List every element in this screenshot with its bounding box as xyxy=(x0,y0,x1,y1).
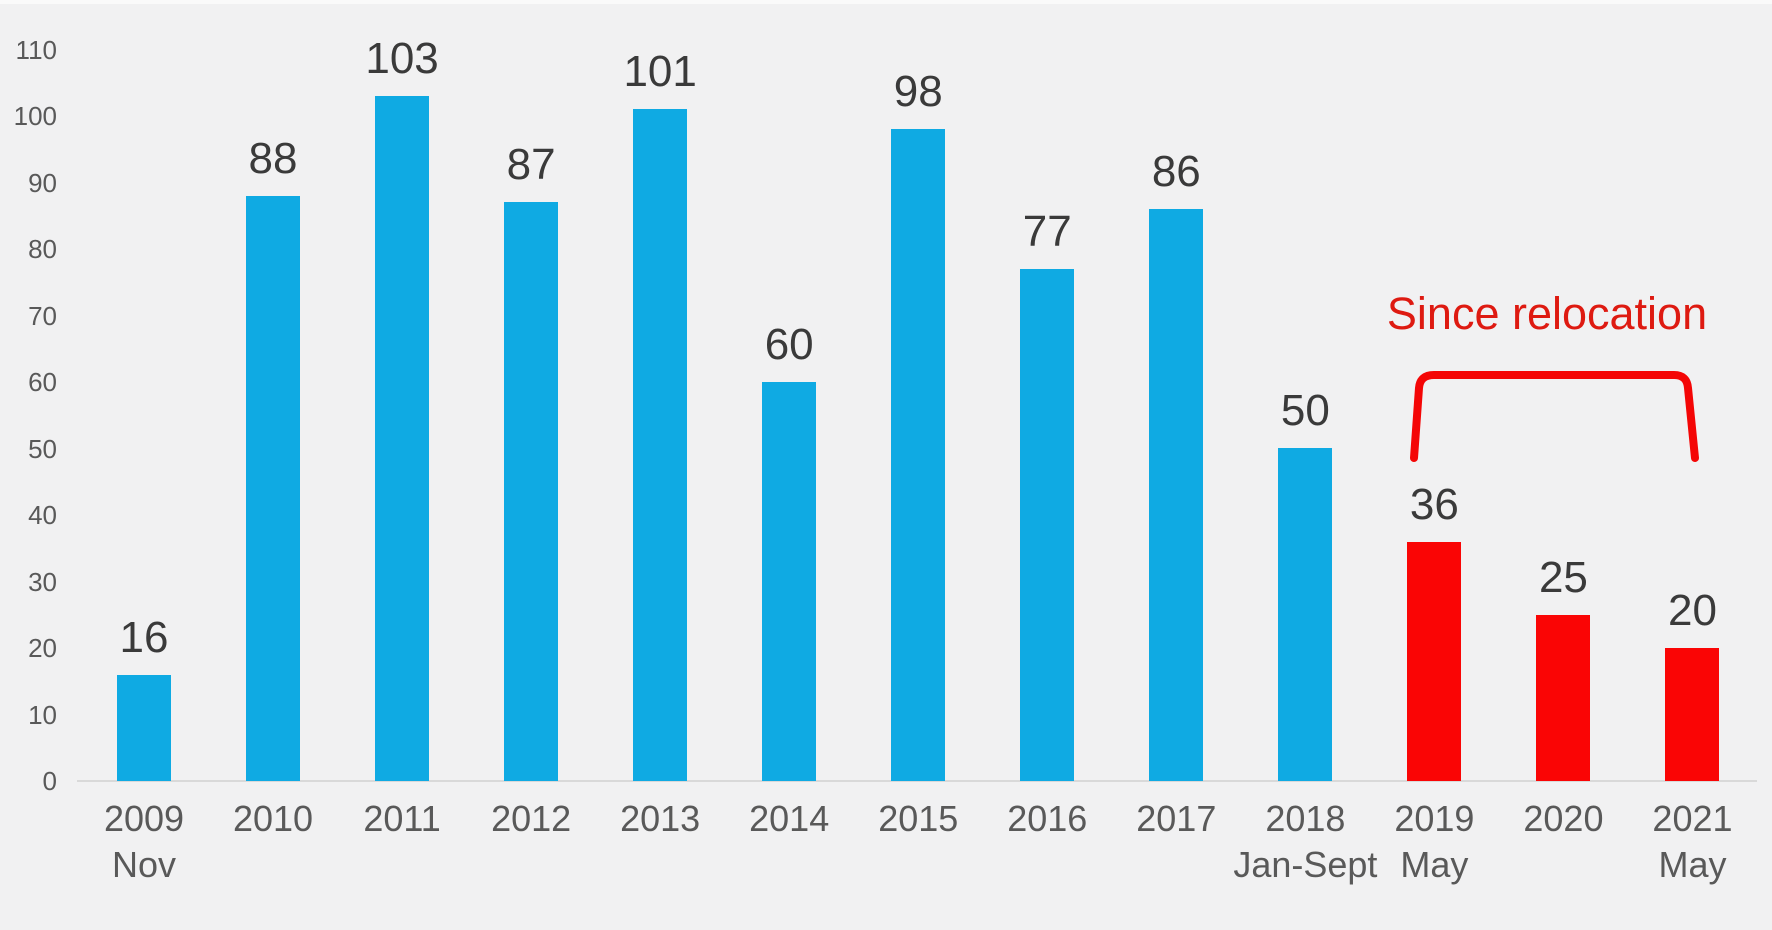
x-axis-label: 2012 xyxy=(491,798,572,839)
y-axis-tick-label: 40 xyxy=(28,500,57,530)
bar-2013 xyxy=(633,109,688,781)
y-axis-tick-label: 20 xyxy=(28,633,57,663)
x-axis-label: 2011 xyxy=(363,798,441,839)
y-axis-tick-label: 90 xyxy=(28,167,57,198)
value-label: 25 xyxy=(1538,553,1588,602)
x-axis-label: 2020 xyxy=(1523,798,1604,839)
y-axis-tick-label: 110 xyxy=(15,34,57,65)
x-axis-label: 2015 xyxy=(878,798,959,839)
bar-2012 xyxy=(504,202,559,781)
y-axis-tick-label: 50 xyxy=(28,433,57,464)
x-axis-label: 2010 xyxy=(232,798,314,839)
x-axis-label: 2009 Nov xyxy=(103,798,185,885)
y-axis-tick-label: 0 xyxy=(42,766,57,796)
bar-2018 xyxy=(1278,448,1333,781)
value-label: 88 xyxy=(248,134,298,183)
bar-2011 xyxy=(375,96,430,781)
bar-2014 xyxy=(762,382,817,781)
bar-2015 xyxy=(891,129,946,781)
x-axis-label: 2014 xyxy=(749,798,830,839)
value-label: 103 xyxy=(365,34,439,83)
y-axis-tick-label: 80 xyxy=(28,234,57,264)
x-axis-label: 2017 xyxy=(1136,798,1217,839)
value-label: 20 xyxy=(1667,586,1717,635)
annotation-bracket-icon xyxy=(1410,371,1699,462)
bar-2019 xyxy=(1407,542,1462,781)
x-axis-label: 2021 May xyxy=(1652,798,1733,885)
annotation-since-relocation: Since relocation xyxy=(1386,288,1708,339)
bar-2009 xyxy=(117,675,171,781)
value-label: 87 xyxy=(506,140,556,189)
bar-2021 xyxy=(1665,648,1720,781)
x-axis-label: 2018 Jan-Sept xyxy=(1233,798,1378,885)
y-axis-tick-label: 70 xyxy=(28,300,57,331)
y-axis-tick-label: 30 xyxy=(28,566,57,597)
bar-2017 xyxy=(1149,209,1204,781)
value-label: 86 xyxy=(1151,147,1201,196)
bar-2016 xyxy=(1020,269,1075,781)
value-label: 16 xyxy=(119,613,169,662)
x-axis-label: 2019 May xyxy=(1394,798,1475,885)
x-axis-line xyxy=(77,780,1757,782)
y-axis-tick-label: 60 xyxy=(28,367,57,397)
y-axis-tick-label: 10 xyxy=(28,699,57,730)
value-label: 101 xyxy=(623,47,697,96)
value-label: 50 xyxy=(1280,386,1330,435)
value-label: 98 xyxy=(893,67,943,116)
x-axis-label: 2013 xyxy=(620,798,701,839)
y-axis-tick-label: 100 xyxy=(13,101,57,131)
x-axis-label: 2016 xyxy=(1007,798,1088,839)
value-label: 77 xyxy=(1022,207,1072,256)
bar-2010 xyxy=(246,196,301,781)
slide-top-edge xyxy=(0,0,1772,4)
bar-2020 xyxy=(1536,615,1591,781)
value-label: 60 xyxy=(764,320,814,369)
value-label: 36 xyxy=(1409,480,1459,529)
